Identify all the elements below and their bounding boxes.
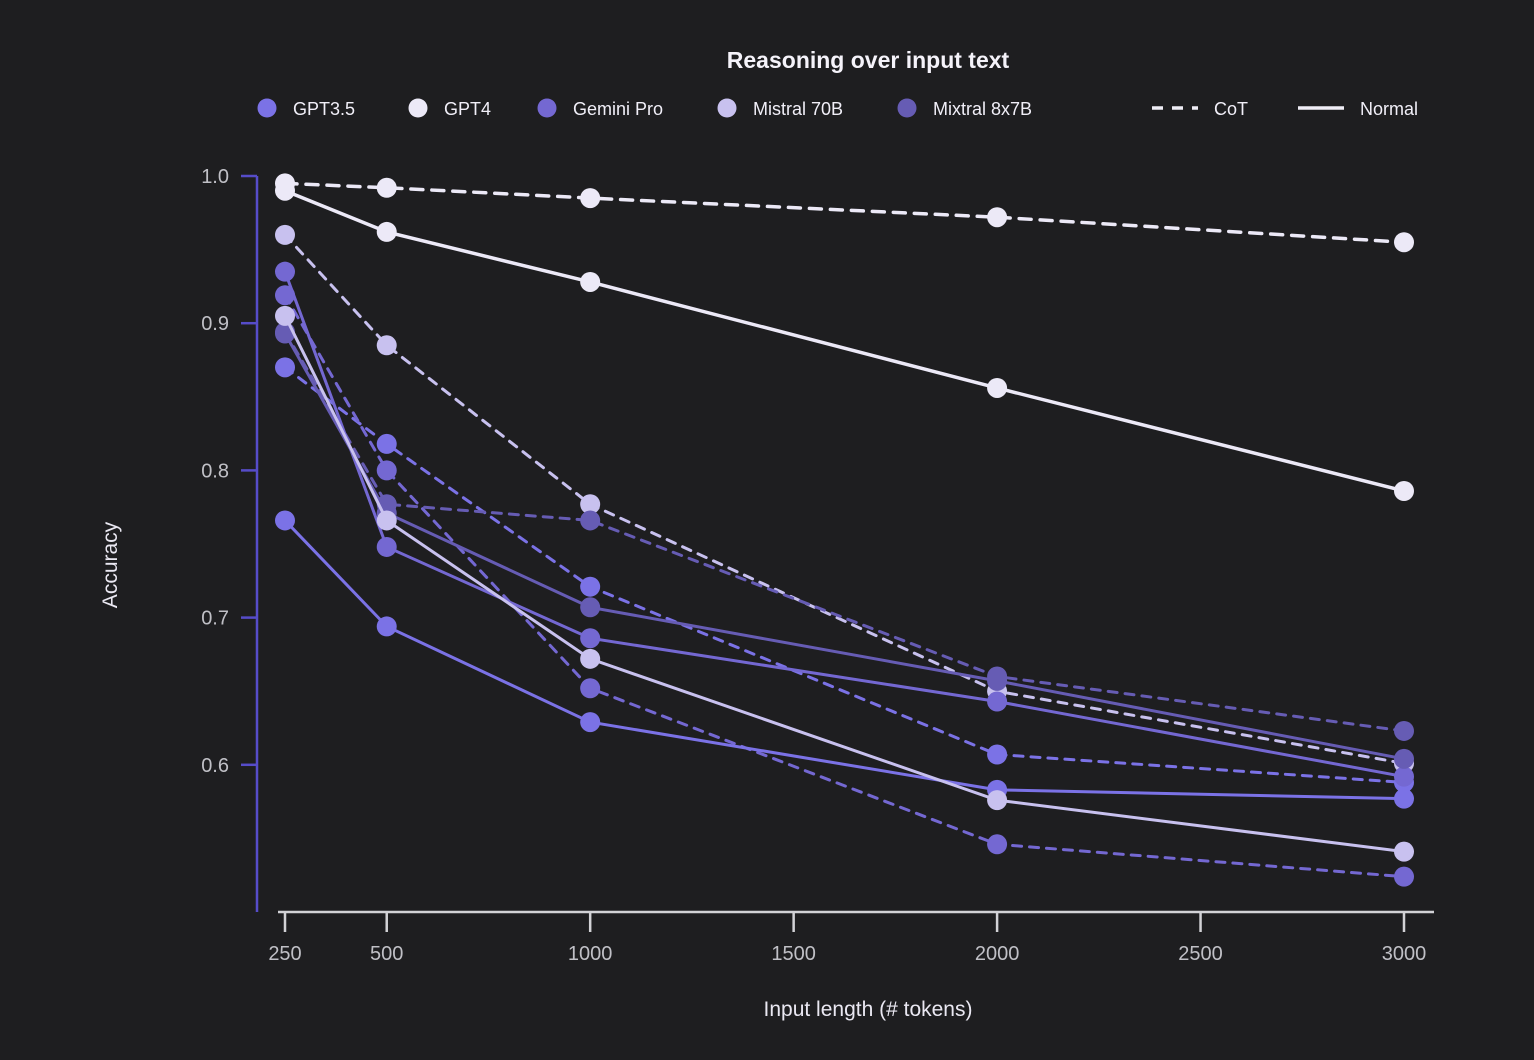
x-tick-label: 2000 <box>975 943 1020 965</box>
x-tick-label: 1000 <box>568 943 613 965</box>
data-point-gpt4-solid <box>580 271 601 292</box>
x-tick-label: 2500 <box>1178 943 1223 965</box>
chart-title: Reasoning over input text <box>727 47 1010 73</box>
data-point-gpt35-dashed <box>376 433 397 454</box>
legend-marker-gpt4-icon <box>408 98 428 118</box>
legend-item-normal: Normal <box>1298 99 1418 119</box>
data-point-mixtral-8x7b-solid <box>1394 748 1414 769</box>
y-tick-label: 0.8 <box>201 460 229 482</box>
data-point-gpt4-dashed <box>580 188 601 209</box>
series-line-gpt35-solid <box>283 518 1406 801</box>
series-line-mixtral-8x7b-solid <box>283 332 1406 761</box>
data-point-gemini-pro-solid <box>580 628 601 649</box>
legend-item-gpt35: GPT3.5 <box>257 98 355 119</box>
legend-label-gpt35: GPT3.5 <box>293 99 355 119</box>
legend-item-mixtral-8x7b: Mixtral 8x7B <box>897 98 1032 119</box>
axes: 1.0 0.9 0.8 0.7 0.6 250 500 1000 1500 2000 2500 300… <box>201 166 1434 965</box>
series-line-gpt4-solid <box>283 188 1406 493</box>
data-point-gpt35-solid <box>580 712 601 733</box>
legend-item-gemini-pro: Gemini Pro <box>537 98 663 119</box>
x-tick-label: 1500 <box>771 943 816 965</box>
data-point-gemini-pro-dashed <box>1394 866 1414 887</box>
data-point-mixtral-8x7b-solid <box>580 597 601 618</box>
y-tick-label: 0.7 <box>201 608 229 630</box>
series-line-mixtral-8x7b-dashed <box>283 330 1406 733</box>
data-point-gpt35-dashed <box>580 576 601 597</box>
data-point-mistral-70b-dashed <box>275 224 295 245</box>
data-point-gpt4-solid <box>275 180 295 201</box>
data-point-gpt35-solid <box>275 510 295 531</box>
data-point-mistral-70b-solid <box>376 510 397 531</box>
data-point-gemini-pro-dashed <box>376 460 397 481</box>
legend-label-normal: Normal <box>1360 99 1418 119</box>
data-point-mistral-70b-dashed <box>376 335 397 356</box>
legend-label-gemini-pro: Gemini Pro <box>573 99 663 119</box>
data-point-gpt35-dashed <box>987 744 1008 765</box>
y-tick-label: 0.6 <box>201 755 229 777</box>
data-point-gemini-pro-solid <box>1394 766 1414 787</box>
data-point-gemini-pro-solid <box>987 691 1008 712</box>
series-line-gemini-pro-dashed <box>283 293 1406 879</box>
x-tick-label: 3000 <box>1382 943 1427 965</box>
data-point-gpt4-dashed <box>1394 232 1414 253</box>
data-point-mixtral-8x7b-solid <box>987 670 1008 691</box>
y-tick-label: 1.0 <box>201 166 229 188</box>
data-point-gpt4-solid <box>1394 481 1414 502</box>
series-line-gpt4-dashed <box>283 181 1406 244</box>
legend-label-cot: CoT <box>1214 99 1248 119</box>
data-point-gpt35-dashed <box>275 357 295 378</box>
data-point-mixtral-8x7b-solid <box>275 323 295 344</box>
data-point-mistral-70b-solid <box>275 305 295 326</box>
x-tick-label: 250 <box>268 943 301 965</box>
data-point-gpt4-dashed <box>987 207 1008 228</box>
x-axis-label: Input length (# tokens) <box>764 998 973 1021</box>
data-point-mistral-70b-solid <box>1394 841 1414 862</box>
legend-marker-gpt35-icon <box>257 98 277 118</box>
series-line-gpt35-dashed <box>283 365 1406 784</box>
data-point-gemini-pro-dashed <box>275 285 295 306</box>
data-point-gpt4-solid <box>987 377 1008 398</box>
y-tick-label: 0.9 <box>201 313 229 335</box>
legend-marker-mistral-70b-icon <box>717 98 737 118</box>
data-point-gpt35-solid <box>376 616 397 637</box>
data-point-mistral-70b-dashed <box>580 494 601 515</box>
legend-item-cot: CoT <box>1152 99 1248 119</box>
y-axis-label: Accuracy <box>99 521 122 608</box>
x-tick-label: 500 <box>370 943 403 965</box>
legend-marker-mixtral-8x7b-icon <box>897 98 917 118</box>
legend-item-gpt4: GPT4 <box>408 98 491 119</box>
data-point-mixtral-8x7b-dashed <box>1394 720 1414 741</box>
series-line-mistral-70b-dashed <box>283 233 1406 765</box>
data-point-gemini-pro-dashed <box>580 678 601 699</box>
series <box>275 173 1414 887</box>
legend-item-mistral-70b: Mistral 70B <box>717 98 843 119</box>
data-point-mistral-70b-solid <box>987 790 1008 811</box>
legend-label-gpt4: GPT4 <box>444 99 491 119</box>
data-point-gpt35-solid <box>1394 788 1414 809</box>
data-point-mistral-70b-solid <box>580 648 601 669</box>
legend-label-mistral-70b: Mistral 70B <box>753 99 843 119</box>
data-point-gemini-pro-dashed <box>987 834 1008 855</box>
data-point-gpt4-solid <box>376 221 397 242</box>
data-point-gemini-pro-solid <box>376 536 397 557</box>
data-point-mixtral-8x7b-dashed <box>580 510 601 531</box>
legend-label-mixtral-8x7b: Mixtral 8x7B <box>933 99 1032 119</box>
legend: GPT3.5 GPT4 Gemini Pro Mistral 70B Mixtral 8… <box>257 98 1418 119</box>
legend-marker-gemini-pro-icon <box>537 98 557 118</box>
data-point-gpt4-dashed <box>376 177 397 198</box>
data-point-gemini-pro-solid <box>275 261 295 282</box>
